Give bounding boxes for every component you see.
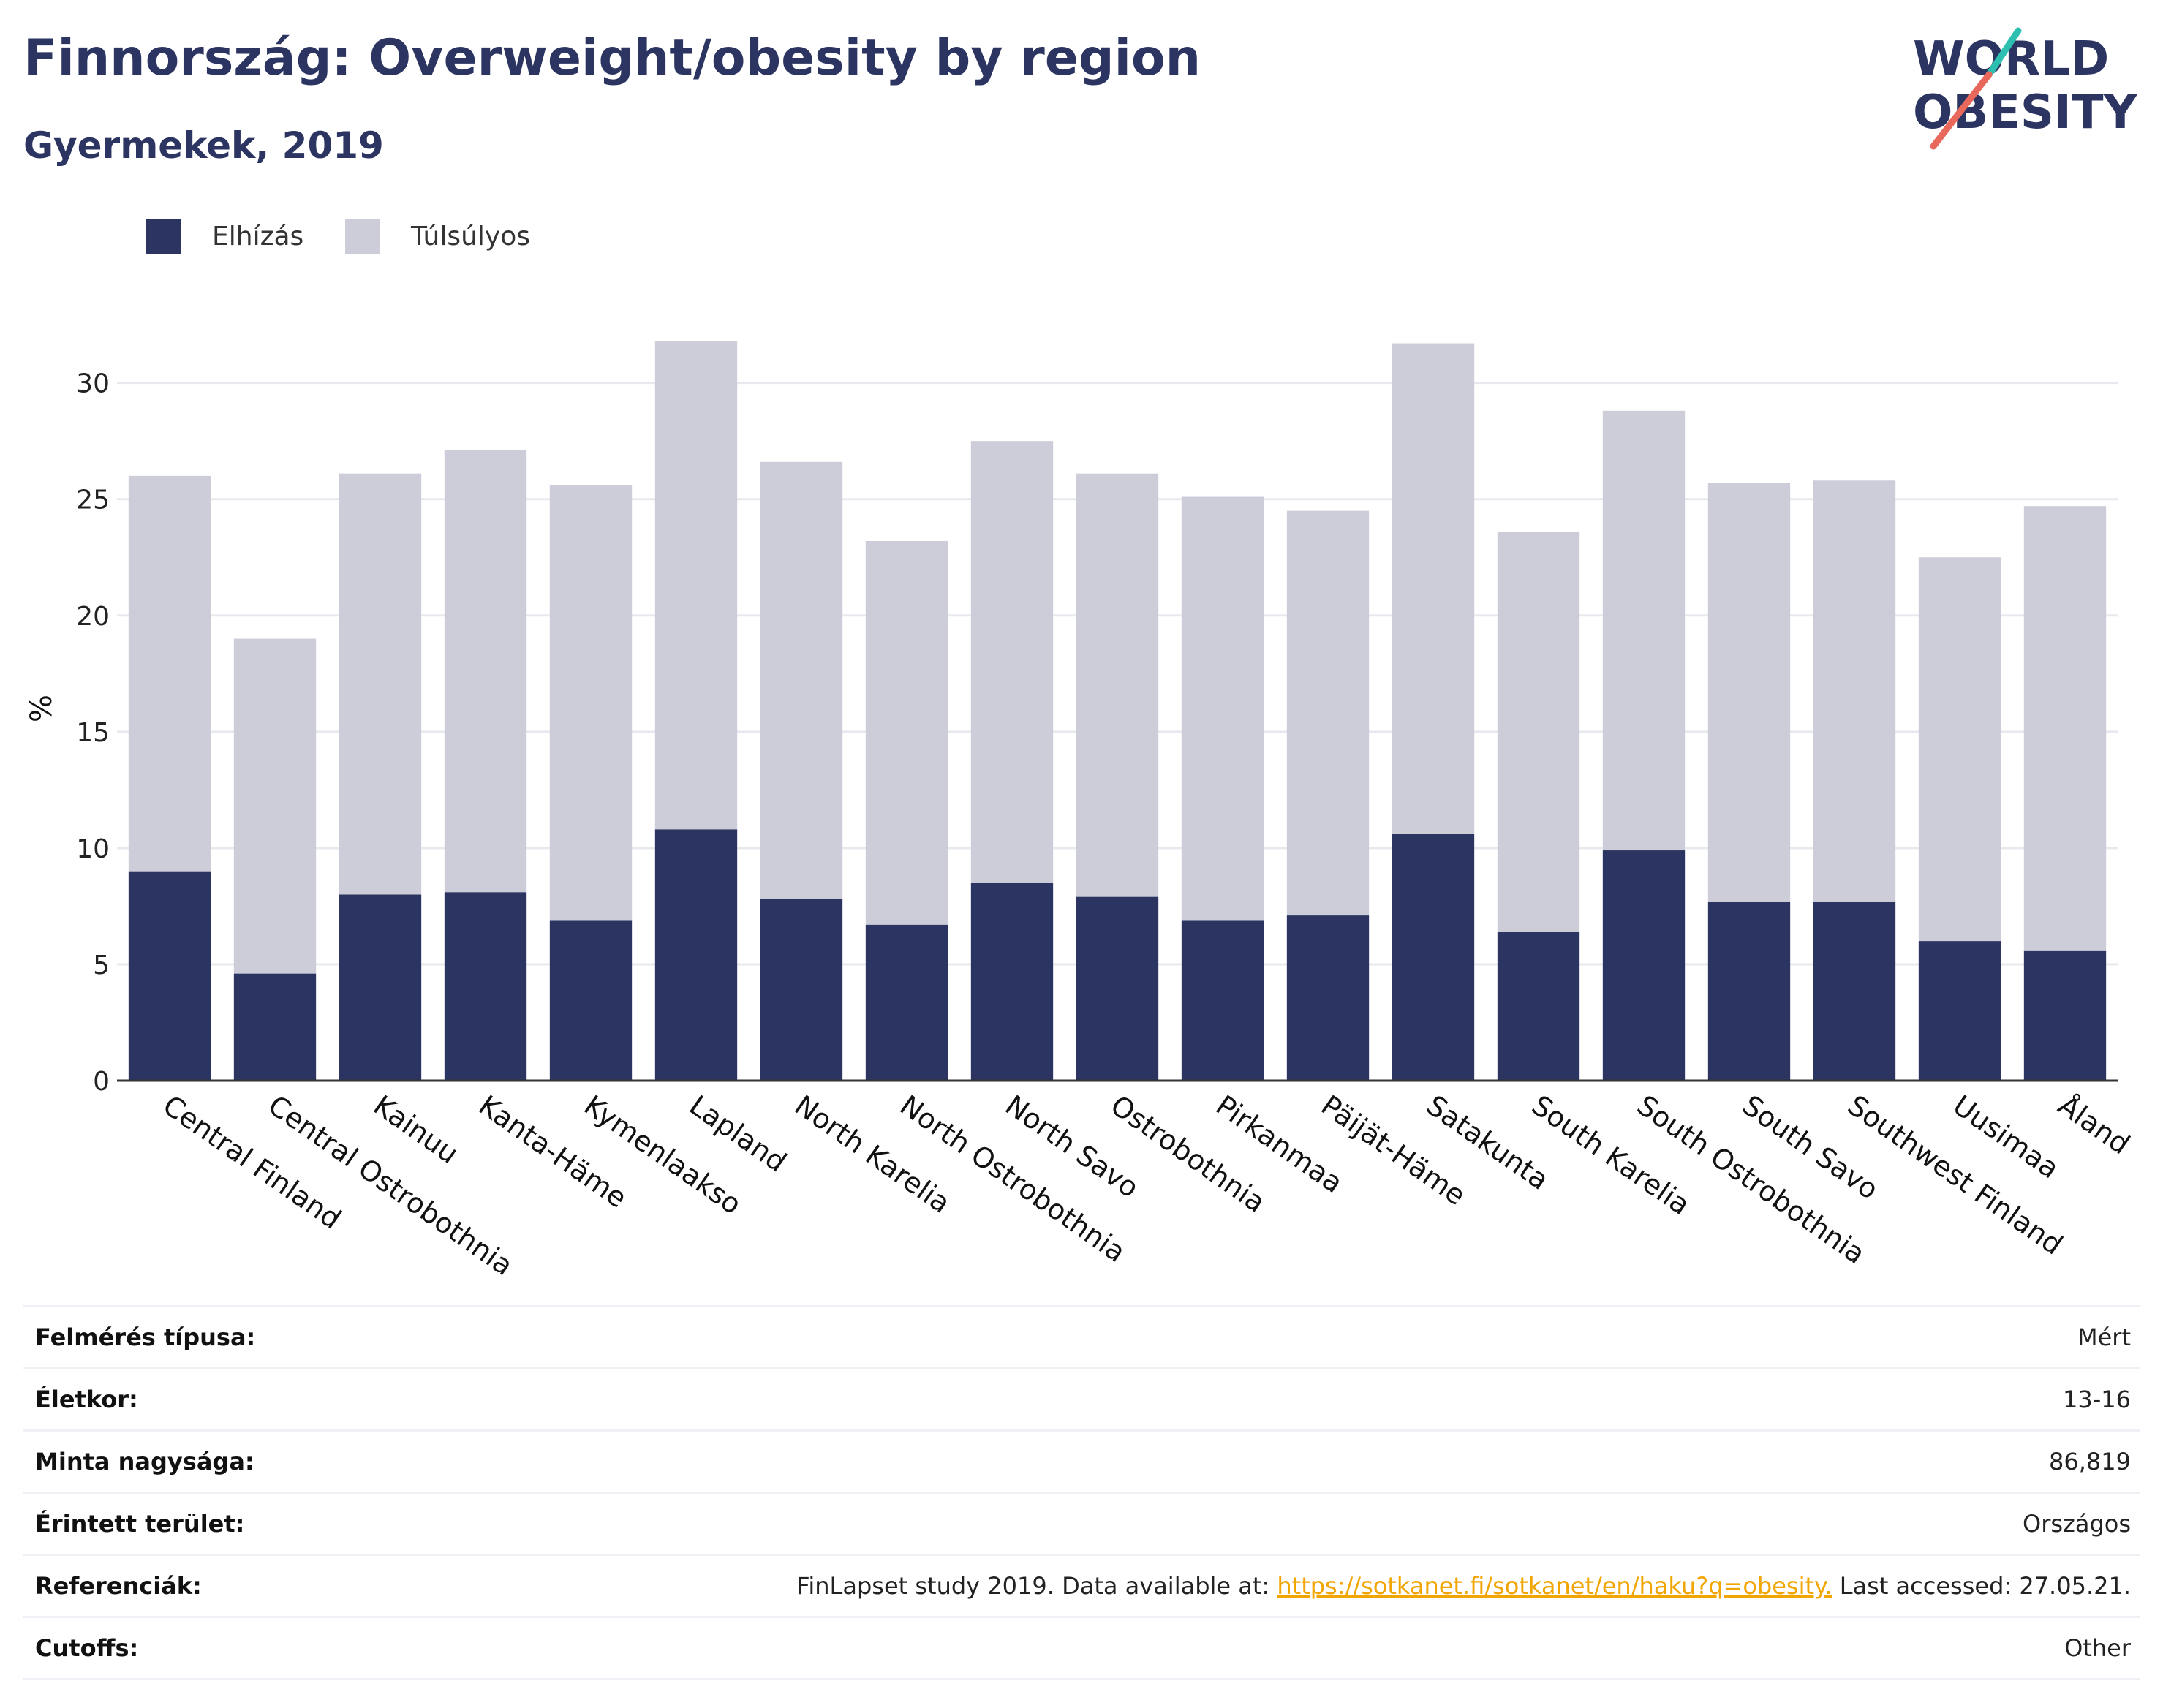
survey-info-table: Felmérés típusa: Mért Életkor: 13-16 Min… [23,1305,2140,1680]
bar-obesity[interactable] [1707,902,1791,1081]
bar-obesity[interactable] [549,920,633,1081]
bar-overweight[interactable] [233,638,317,974]
bar-overweight[interactable] [1918,557,2001,942]
bar-overweight[interactable] [1181,496,1264,921]
meta-row-survey-type: Felmérés típusa: Mért [23,1305,2140,1367]
meta-label: Minta nagysága: [35,1448,254,1475]
bar-overweight[interactable] [339,473,422,895]
bar-overweight[interactable] [2023,506,2107,951]
bar-obesity[interactable] [1497,932,1580,1081]
reference-prefix: FinLapset study 2019. Data available at: [796,1572,1277,1600]
bar-obesity[interactable] [339,894,422,1081]
x-tick-label: Åland [2053,1089,2136,1160]
meta-value: 13-16 [2063,1386,2131,1413]
y-tick-label: 10 [76,834,110,864]
page-subtitle: Gyermekek, 2019 [23,124,384,167]
bar-overweight[interactable] [1392,343,1475,834]
bar-overweight[interactable] [1707,483,1791,902]
bar-obesity[interactable] [1392,834,1475,1081]
bar-obesity[interactable] [1602,850,1686,1081]
bar-overweight[interactable] [1602,410,1686,851]
bar-overweight[interactable] [1286,510,1370,916]
bar-overweight[interactable] [970,441,1054,883]
page-title: Finnország: Overweight/obesity by region [23,29,1201,87]
bar-obesity[interactable] [1813,902,1896,1081]
y-tick-label: 15 [76,718,110,748]
logo-slash-red [1930,71,1993,150]
y-axis-label: % [25,695,58,722]
bar-obesity[interactable] [1286,915,1370,1081]
x-tick-label: Kainuu [368,1089,464,1170]
meta-value-references: FinLapset study 2019. Data available at:… [796,1572,2131,1600]
bar-overweight[interactable] [444,450,527,893]
bar-obesity[interactable] [2023,950,2107,1081]
bar-obesity[interactable] [654,829,738,1081]
bar-obesity[interactable] [760,899,843,1081]
y-tick-label: 0 [93,1067,110,1097]
x-tick-label: Central Finland [157,1089,347,1235]
bar-overweight[interactable] [1813,480,1896,902]
reference-link[interactable]: https://sotkanet.fi/sotkanet/en/haku?q=o… [1277,1572,1832,1600]
y-tick-label: 5 [93,951,110,980]
y-tick-label: 25 [76,485,110,515]
meta-label: Cutoffs: [35,1634,139,1662]
meta-row-cutoffs: Cutoffs: Other [23,1616,2140,1680]
meta-row-sample-size: Minta nagysága: 86,819 [23,1429,2140,1492]
meta-value: Other [2064,1634,2131,1662]
bar-overweight[interactable] [865,540,948,925]
world-obesity-logo[interactable]: WORLD OBESITY [1909,22,2150,154]
bar-overweight[interactable] [1497,532,1580,932]
meta-value: 86,819 [2049,1448,2131,1475]
bar-obesity[interactable] [970,883,1054,1081]
logo-slash-teal [1985,27,2022,78]
meta-label: Életkor: [35,1386,138,1413]
meta-value: Országos [2023,1510,2131,1538]
bar-obesity[interactable] [1181,920,1264,1081]
logo-mark: WORLD OBESITY [1913,27,2137,150]
bar-obesity[interactable] [444,892,527,1081]
y-tick-label: 20 [76,602,110,632]
bar-obesity[interactable] [1076,896,1159,1081]
bar-obesity[interactable] [865,924,948,1081]
y-tick-label: 30 [76,369,110,399]
bar-overweight[interactable] [128,475,211,872]
bar-overweight[interactable] [549,485,633,921]
meta-label: Referenciák: [35,1572,202,1600]
legend-label-obesity: Elhízás [212,222,304,252]
bar-obesity[interactable] [128,871,211,1081]
legend-swatch-overweight [345,219,380,254]
bar-obesity[interactable] [233,973,317,1081]
bar-overweight[interactable] [1076,473,1159,897]
meta-value: Mért [2077,1323,2131,1351]
legend-label-overweight: Túlsúlyos [411,222,531,252]
legend-swatch-obesity [146,219,181,254]
logo-line2: OBESITY [1913,86,2137,140]
meta-row-age: Életkor: 13-16 [23,1367,2140,1429]
reference-suffix: Last accessed: 27.05.21. [1832,1572,2131,1600]
meta-row-area: Érintett terület: Országos [23,1492,2140,1554]
bar-overweight[interactable] [760,461,843,899]
meta-row-references: Referenciák: FinLapset study 2019. Data … [23,1554,2140,1616]
bar-obesity[interactable] [1918,941,2001,1081]
bar-overweight[interactable] [654,341,738,830]
meta-label: Felmérés típusa: [35,1323,256,1351]
meta-label: Érintett terület: [35,1510,245,1538]
